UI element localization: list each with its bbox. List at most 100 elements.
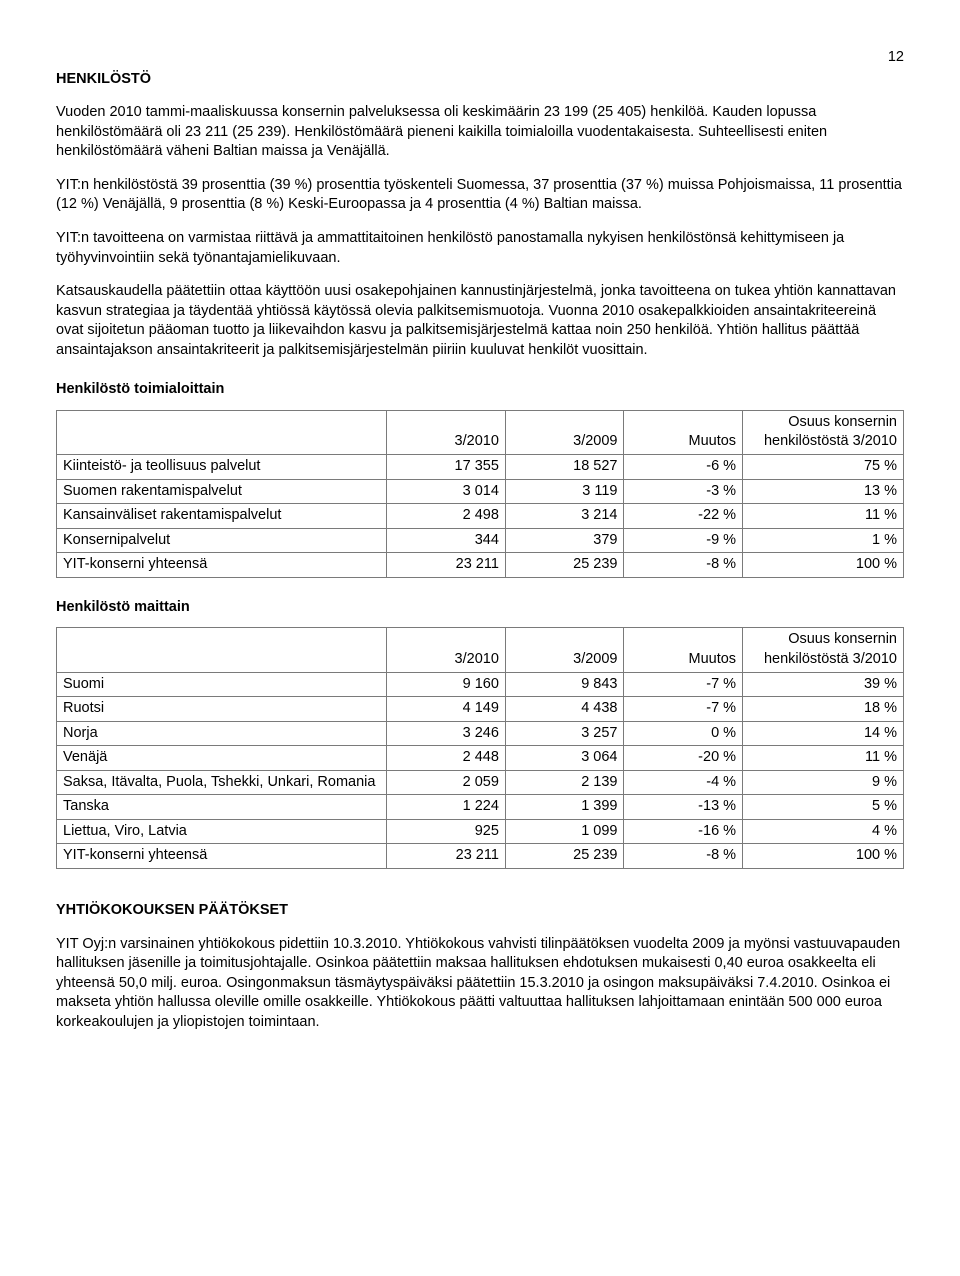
table-cell: 4 149 [387,697,506,722]
paragraph: Katsauskaudella päätettiin ottaa käyttöö… [56,282,904,360]
table-row: Suomen rakentamispalvelut3 0143 119-3 %1… [57,479,904,504]
table1-title: Henkilöstö toimialoittain [56,380,904,400]
table-cell: 0 % [624,721,743,746]
table-cell: Saksa, Itävalta, Puola, Tshekki, Unkari,… [57,770,387,795]
table-cell: -8 % [624,844,743,869]
table-header-cell: Osuus konsernin henkilöstöstä 3/2010 [743,628,904,672]
table-header-cell: Muutos [624,410,743,454]
table-cell: -6 % [624,455,743,480]
table-cell: 9 843 [505,672,624,697]
table-cell: -3 % [624,479,743,504]
table-cell: YIT-konserni yhteensä [57,844,387,869]
table-cell: 4 438 [505,697,624,722]
table-cell: 100 % [743,844,904,869]
table-cell: -13 % [624,795,743,820]
table-cell: Konsernipalvelut [57,528,387,553]
table-cell: Norja [57,721,387,746]
paragraph: YIT:n tavoitteena on varmistaa riittävä … [56,229,904,268]
table-cell: -7 % [624,697,743,722]
table-header-cell [57,410,387,454]
table-cell: -9 % [624,528,743,553]
table-cell: 3 119 [505,479,624,504]
table-cell: 2 498 [387,504,506,529]
table-cell: 75 % [743,455,904,480]
table-cell: 3 214 [505,504,624,529]
table-row: Venäjä2 4483 064-20 %11 % [57,746,904,771]
table-cell: 5 % [743,795,904,820]
table-row: YIT-konserni yhteensä23 21125 239-8 %100… [57,844,904,869]
table-header-cell: 3/2009 [505,628,624,672]
table-row: Kansainväliset rakentamispalvelut2 4983 … [57,504,904,529]
table-cell: 18 527 [505,455,624,480]
table-cell: Suomi [57,672,387,697]
table-cell: 9 % [743,770,904,795]
table-cell: -16 % [624,819,743,844]
table-cell: -20 % [624,746,743,771]
table-header-cell: 3/2010 [387,628,506,672]
table-henkilosto-maittain: 3/20103/2009MuutosOsuus konsernin henkil… [56,627,904,869]
table-cell: Venäjä [57,746,387,771]
table-cell: 3 246 [387,721,506,746]
table-row: Kiinteistö- ja teollisuus palvelut17 355… [57,455,904,480]
table-cell: -4 % [624,770,743,795]
table-header-cell: 3/2010 [387,410,506,454]
table-row: Tanska1 2241 399-13 %5 % [57,795,904,820]
table-cell: YIT-konserni yhteensä [57,553,387,578]
table-cell: 1 % [743,528,904,553]
table-cell: 25 239 [505,844,624,869]
table-cell: 25 239 [505,553,624,578]
table-cell: 925 [387,819,506,844]
table-cell: Kiinteistö- ja teollisuus palvelut [57,455,387,480]
table-cell: 14 % [743,721,904,746]
paragraph: YIT Oyj:n varsinainen yhtiökokous pidett… [56,935,904,1033]
table-cell: 17 355 [387,455,506,480]
section-title-yhtiokokous: YHTIÖKOKOUKSEN PÄÄTÖKSET [56,901,904,921]
table-row: Norja3 2463 2570 %14 % [57,721,904,746]
table2-title: Henkilöstö maittain [56,598,904,618]
table-header-cell: Osuus konsernin henkilöstöstä 3/2010 [743,410,904,454]
table-row: Suomi9 1609 843-7 %39 % [57,672,904,697]
table-cell: 23 211 [387,553,506,578]
table-cell: 13 % [743,479,904,504]
table-cell: -22 % [624,504,743,529]
table-cell: 100 % [743,553,904,578]
table-row: Ruotsi4 1494 438-7 %18 % [57,697,904,722]
table-cell: Suomen rakentamispalvelut [57,479,387,504]
table-cell: 3 014 [387,479,506,504]
table-row: YIT-konserni yhteensä23 21125 239-8 %100… [57,553,904,578]
table-cell: 11 % [743,746,904,771]
table-cell: 23 211 [387,844,506,869]
table-cell: 3 064 [505,746,624,771]
table-cell: 18 % [743,697,904,722]
table-cell: 2 448 [387,746,506,771]
table-cell: 379 [505,528,624,553]
table-cell: Ruotsi [57,697,387,722]
table-cell: 1 399 [505,795,624,820]
paragraph: Vuoden 2010 tammi-maaliskuussa konsernin… [56,103,904,162]
table-cell: 3 257 [505,721,624,746]
table-cell: Kansainväliset rakentamispalvelut [57,504,387,529]
table-header-cell: 3/2009 [505,410,624,454]
table-header-cell [57,628,387,672]
table-header-cell: Muutos [624,628,743,672]
table-cell: -8 % [624,553,743,578]
section-title-henkilosto: HENKILÖSTÖ [56,70,904,90]
table-cell: 11 % [743,504,904,529]
table-cell: 344 [387,528,506,553]
table-row: Konsernipalvelut344379-9 %1 % [57,528,904,553]
table-cell: 9 160 [387,672,506,697]
table-row: Liettua, Viro, Latvia9251 099-16 %4 % [57,819,904,844]
table-cell: 39 % [743,672,904,697]
table-henkilosto-toimialoittain: 3/20103/2009MuutosOsuus konsernin henkil… [56,410,904,578]
table-cell: Tanska [57,795,387,820]
table-cell: 1 099 [505,819,624,844]
table-cell: 4 % [743,819,904,844]
table-cell: 2 139 [505,770,624,795]
table-cell: 2 059 [387,770,506,795]
table-cell: Liettua, Viro, Latvia [57,819,387,844]
table-row: Saksa, Itävalta, Puola, Tshekki, Unkari,… [57,770,904,795]
table-cell: 1 224 [387,795,506,820]
table-cell: -7 % [624,672,743,697]
page-number: 12 [56,48,904,68]
paragraph: YIT:n henkilöstöstä 39 prosenttia (39 %)… [56,176,904,215]
